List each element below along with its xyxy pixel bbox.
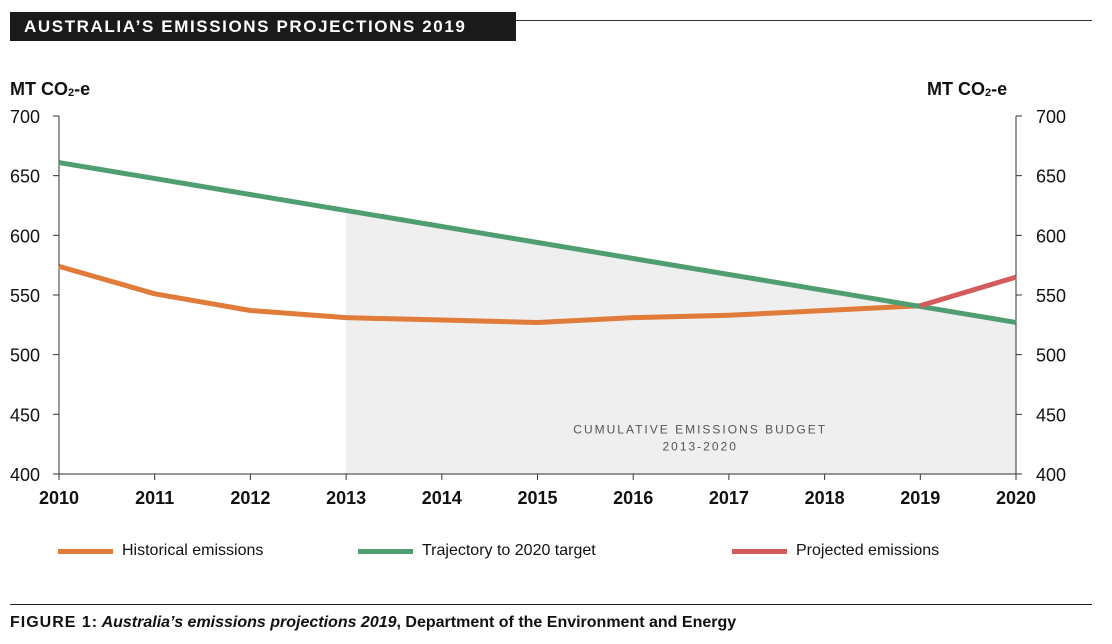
y-tick-label-left: 550 (10, 286, 40, 306)
legend-swatch-historical (58, 548, 113, 554)
unit-suffix: -e (74, 79, 91, 99)
legend-trajectory: Trajectory to 2020 target (358, 540, 596, 562)
x-tick-label: 2020 (996, 488, 1036, 508)
unit-suffix: -e (991, 79, 1008, 99)
y-tick-label-left: 650 (10, 167, 40, 187)
unit-text: MT CO (927, 79, 985, 99)
chart-title: AUSTRALIA’S EMISSIONS PROJECTIONS 2019 (24, 17, 467, 36)
x-tick-label: 2010 (39, 488, 79, 508)
unit-text: MT CO (10, 79, 68, 99)
legend-historical: Historical emissions (58, 540, 263, 562)
legend-label-trajectory: Trajectory to 2020 target (422, 542, 596, 559)
legend-label-projected: Projected emissions (796, 542, 940, 559)
x-tick-label: 2014 (422, 488, 462, 508)
budget-shaded-area (346, 210, 1017, 474)
y-tick-label-right: 600 (1036, 226, 1066, 246)
budget-annotation-line: CUMULATIVE EMISSIONS BUDGET (573, 422, 827, 436)
figure-caption: FIGURE 1: Australia’s emissions projecti… (10, 614, 736, 632)
title-bar: AUSTRALIA’S EMISSIONS PROJECTIONS 2019 (10, 12, 516, 41)
unit-subscript: 2 (68, 87, 75, 99)
y-tick-label-right: 700 (1036, 107, 1066, 127)
series-historical-line (58, 263, 921, 325)
legend-swatch-projected (732, 548, 787, 554)
y-tick-label-left: 700 (10, 107, 40, 127)
emissions-chart: 400 400 450 450 500 500 550 550 600 600 650 650 700 7… (10, 107, 1066, 508)
unit-subscript: 2 (985, 87, 992, 99)
y-axis-left-label: MT CO2-e (10, 79, 90, 100)
y-tick-label-left: 500 (10, 346, 40, 366)
legend-projected: Projected emissions (732, 540, 939, 562)
caption-report-title: Australia’s emissions projections 2019 (101, 614, 397, 631)
y-tick-label-right: 400 (1036, 465, 1066, 485)
x-tick-label: 2018 (805, 488, 845, 508)
x-tick-label: 2012 (230, 488, 270, 508)
caption-separator: : (91, 614, 102, 631)
series-projected-line (919, 274, 1017, 309)
y-tick-label-right: 650 (1036, 167, 1066, 187)
x-tick-label: 2015 (517, 488, 557, 508)
x-tick-label: 2011 (135, 488, 174, 508)
y-tick-label-left: 600 (10, 226, 40, 246)
budget-annotation-line: 2013-2020 (662, 439, 737, 453)
x-tick-label: 2016 (613, 488, 653, 508)
footer-rule (10, 604, 1092, 605)
y-tick-label-left: 400 (10, 465, 40, 485)
caption-source: , Department of the Environment and Ener… (396, 614, 737, 631)
x-tick-label: 2013 (326, 488, 366, 508)
x-tick-label: 2019 (900, 488, 940, 508)
legend-swatch-trajectory (358, 548, 413, 554)
y-axis-right-label: MT CO2-e (927, 79, 1007, 100)
legend-label-historical: Historical emissions (122, 542, 264, 559)
series-trajectory-line (58, 160, 1017, 325)
y-tick-label-right: 550 (1036, 286, 1066, 306)
y-tick-label-right: 450 (1036, 405, 1066, 425)
caption-figure-number: FIGURE 1 (10, 614, 92, 631)
y-tick-label-left: 450 (10, 405, 40, 425)
title-rule (516, 20, 1092, 21)
x-tick-label: 2017 (709, 488, 749, 508)
y-tick-label-right: 500 (1036, 346, 1066, 366)
